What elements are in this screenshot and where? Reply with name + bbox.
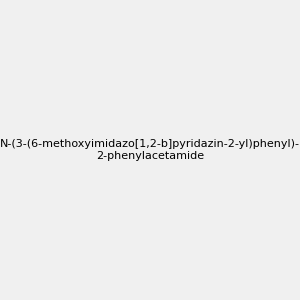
Text: N-(3-(6-methoxyimidazo[1,2-b]pyridazin-2-yl)phenyl)-
2-phenylacetamide: N-(3-(6-methoxyimidazo[1,2-b]pyridazin-2… [0, 139, 300, 161]
